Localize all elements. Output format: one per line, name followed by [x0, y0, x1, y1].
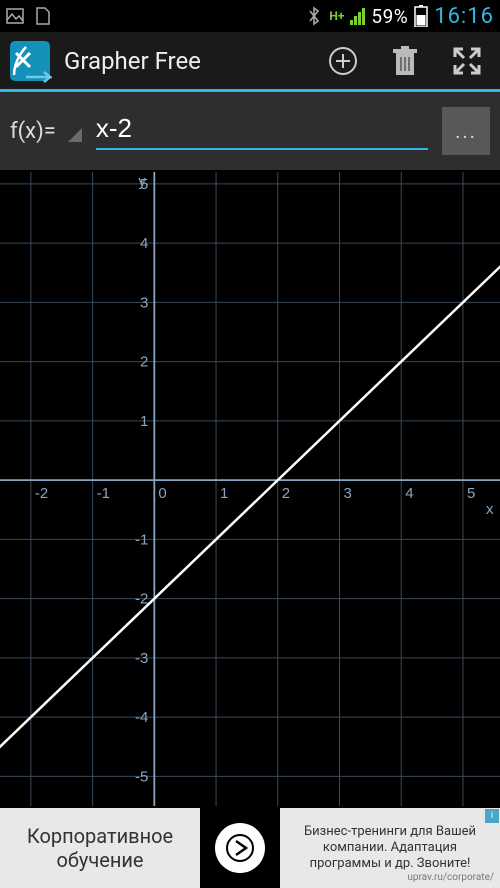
function-type-select[interactable]: f(x)= — [10, 119, 82, 144]
svg-text:y: y — [138, 173, 146, 190]
more-button[interactable]: ... — [442, 107, 490, 155]
photo-icon — [6, 7, 24, 25]
svg-text:-1: -1 — [135, 531, 148, 548]
svg-text:1: 1 — [140, 413, 148, 430]
signal-icon — [350, 8, 365, 25]
svg-text:-2: -2 — [35, 485, 48, 502]
svg-text:x: x — [486, 501, 494, 518]
dropdown-triangle-icon — [68, 128, 82, 142]
ad-info-badge[interactable]: i — [485, 809, 499, 823]
svg-text:-4: -4 — [135, 709, 148, 726]
ad-banner[interactable]: Корпоративное обучение i Бизнес-тренинги… — [0, 808, 500, 888]
ad-arrow — [200, 808, 280, 888]
svg-text:4: 4 — [140, 235, 148, 252]
ad-right-text: Бизнес-тренинги для Вашей компании. Адап… — [286, 824, 494, 872]
svg-text:5: 5 — [467, 485, 475, 502]
svg-text:-3: -3 — [135, 650, 148, 667]
delete-button[interactable] — [388, 44, 422, 78]
app-icon — [8, 39, 52, 83]
battery-percent: 59% — [371, 5, 408, 28]
network-type-indicator: H+ — [329, 11, 344, 21]
document-icon — [34, 7, 52, 25]
svg-text:-1: -1 — [97, 485, 110, 502]
svg-text:2: 2 — [140, 354, 148, 371]
function-type-label: f(x)= — [10, 119, 56, 144]
battery-icon — [414, 5, 428, 27]
app-title: Grapher Free — [64, 47, 201, 75]
svg-text:3: 3 — [344, 485, 352, 502]
svg-text:4: 4 — [405, 485, 413, 502]
ad-left-text: Корпоративное обучение — [0, 808, 200, 888]
title-bar: Grapher Free — [0, 32, 500, 92]
svg-text:0: 0 — [158, 485, 166, 502]
status-bar: H+ 59% 16:16 — [0, 0, 500, 32]
svg-text:-5: -5 — [135, 768, 148, 785]
more-label: ... — [455, 119, 477, 143]
graph-canvas: -2-1012345-5-4-3-2-112345xy — [0, 170, 500, 808]
clock: 16:16 — [434, 4, 494, 29]
svg-text:2: 2 — [282, 485, 290, 502]
add-button[interactable] — [326, 44, 360, 78]
fullscreen-button[interactable] — [450, 44, 484, 78]
ad-url: uprav.ru/corporate/ — [407, 870, 494, 886]
function-input-row: f(x)= ... — [0, 92, 500, 170]
svg-text:3: 3 — [140, 294, 148, 311]
expression-input[interactable] — [96, 113, 428, 144]
bluetooth-icon — [305, 7, 323, 25]
svg-text:1: 1 — [220, 485, 228, 502]
graph-area[interactable]: -2-1012345-5-4-3-2-112345xy — [0, 170, 500, 808]
